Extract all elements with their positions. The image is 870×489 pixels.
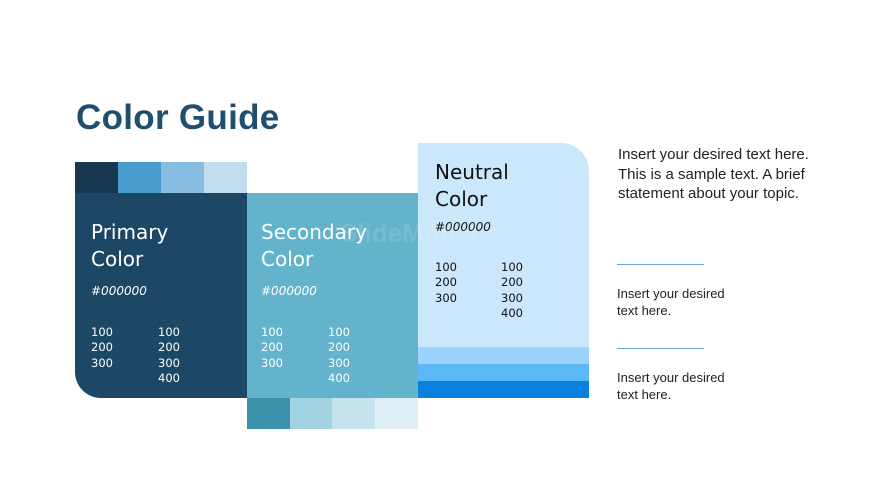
card-title-line1: Primary (91, 220, 169, 244)
main-description: Insert your desired text here. This is a… (618, 146, 809, 202)
primary-swatch-3 (161, 162, 204, 193)
secondary-swatch-2 (290, 398, 332, 429)
neutral-color-card: Neutral Color #000000 100 200 300 100 200… (418, 143, 589, 398)
description-2: Insert your desired text here. (617, 286, 725, 318)
divider (617, 348, 704, 349)
secondary-color-card: Secondary Color #000000 100 200 300 100 2… (247, 193, 418, 398)
watermark-logo: SlideModel (340, 218, 478, 248)
secondary-swatch-1 (247, 398, 290, 429)
values-col-1: 100 200 300 (261, 325, 283, 370)
primary-swatch-1 (75, 162, 118, 193)
hex-code: #000000 (435, 220, 491, 234)
values-col-2: 100 200 300 400 (328, 325, 350, 385)
neutral-stripe-2 (418, 364, 589, 381)
page-title: Color Guide (76, 98, 280, 137)
hex-code: #000000 (261, 284, 317, 298)
card-title: Secondary Color (261, 219, 367, 273)
hex-code: #000000 (91, 284, 147, 298)
neutral-stripe-1 (418, 347, 589, 364)
card-title-line1: Secondary (261, 220, 367, 244)
values-col-2: 100 200 300 400 (158, 325, 180, 385)
secondary-swatch-4 (375, 398, 418, 429)
card-title: Primary Color (91, 219, 168, 273)
description-3: Insert your desired text here. (617, 370, 725, 402)
values-col-2: 100 200 300 400 (501, 260, 523, 320)
divider (617, 264, 704, 265)
neutral-stripe-3 (418, 381, 589, 398)
card-title-line2: Color (261, 247, 314, 271)
secondary-swatch-3 (332, 398, 375, 429)
card-title-line1: Neutral (435, 160, 509, 184)
primary-swatch-4 (204, 162, 247, 193)
values-col-1: 100 200 300 (435, 260, 457, 305)
values-col-1: 100 200 300 (91, 325, 113, 370)
card-title-line2: Color (435, 187, 488, 211)
card-title-line2: Color (91, 247, 144, 271)
primary-color-card: Primary Color #000000 100 200 300 100 200… (75, 193, 247, 398)
primary-swatch-2 (118, 162, 161, 193)
card-title: Neutral Color (435, 159, 509, 213)
